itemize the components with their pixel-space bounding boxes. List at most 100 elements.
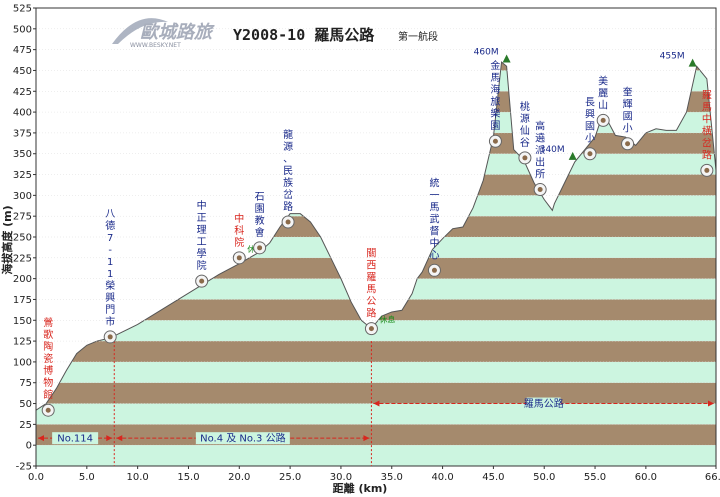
x-ticks: 0.0 5.0 10.0 15.0 20.0 25.0 30.0 35.0 40.0 45.0 50… (28, 466, 720, 483)
sky-mask (36, 8, 716, 411)
landmark-icon-dot (522, 155, 528, 161)
x-tick-label: 25.0 (279, 472, 301, 483)
route-label-bg (195, 432, 290, 445)
y-tick-label: 25 (19, 420, 32, 431)
landmark-icon-dot (199, 278, 205, 284)
y-tick-label: 475 (13, 45, 32, 56)
elevation-label: 455M (660, 52, 685, 62)
dotted-markers (113, 341, 372, 466)
x-tick-label: 66.9 (705, 472, 720, 483)
x-tick-label: 30.0 (330, 472, 352, 483)
y-tick-label: 500 (13, 24, 32, 35)
landmark-icon-dot (587, 151, 593, 157)
y-tick-label: 50 (19, 399, 32, 410)
logo-text: 歐城路旅 (140, 22, 215, 43)
landmark-label: 中正理工學院 (197, 199, 207, 272)
x-tick-label: 60.0 (635, 472, 657, 483)
landmark-icon-dot (600, 117, 606, 123)
elevation-label: 460M (474, 47, 499, 57)
logo: 歐城路旅 WWW.BESKY.NET (112, 18, 215, 49)
elevation-band (36, 341, 716, 362)
elevation-band (36, 403, 716, 425)
landmark-label: 美麗山 (598, 74, 608, 111)
y-tick-label: 300 (13, 191, 32, 202)
landmark-icon-dot (257, 245, 263, 251)
arrow-left-icon (116, 435, 123, 442)
y-tick-label: 150 (13, 316, 32, 327)
y-tick-label: -25 (16, 462, 32, 473)
x-tick-label: 45.0 (482, 472, 504, 483)
landmark-label: 統一馬武督中心 (429, 176, 439, 261)
chart-subtitle: 第一航段 (398, 30, 438, 43)
landmark-label: 石園教會 (255, 192, 265, 239)
arrow-left-icon (373, 400, 380, 407)
arrow-right-icon (363, 435, 370, 442)
x-tick-label: 5.0 (79, 472, 95, 483)
y-tick-label: 75 (19, 378, 32, 389)
landmark-icon-dot (236, 255, 242, 261)
route-label-bg (52, 432, 99, 445)
x-tick-label: 40.0 (431, 472, 453, 483)
y-tick-label: 100 (13, 357, 32, 368)
chart-title: Y2008-10 羅馬公路 (233, 26, 375, 44)
landmark-icon-dot (431, 267, 437, 273)
peak-icon (688, 58, 697, 67)
x-tick-label: 20.0 (228, 472, 250, 483)
arrow-left-icon (38, 435, 44, 442)
route-label: No.4 及 No.3 公路 (200, 432, 285, 445)
y-tick-label: 0 (26, 441, 32, 452)
arrow-right-icon (708, 400, 714, 407)
y-tick-label: 525 (13, 4, 32, 15)
route-segments: No.114 No.4 及 No.3 公路 羅馬公路 (38, 397, 714, 445)
y-axis-title: 海拔高度 (m) (0, 205, 14, 274)
landmark-label: 龍源、民族岔路 (283, 128, 293, 213)
y-tick-label: 175 (13, 295, 32, 306)
peak-icon (502, 54, 511, 63)
landmark-label: 高遶派出所 (535, 120, 545, 181)
landmark-label: 關西羅馬公路 (366, 248, 376, 320)
peak-icon (568, 151, 577, 160)
landmark-icon-dot (107, 334, 113, 340)
elevation-band (36, 361, 716, 383)
logo-sub: WWW.BESKY.NET (130, 42, 181, 49)
elevation-band (36, 445, 716, 466)
landmark-label: 奎輝國小 (623, 86, 633, 135)
y-tick-label: 400 (13, 108, 32, 119)
x-tick-label: 55.0 (584, 472, 606, 483)
y-tick-label: 275 (13, 212, 32, 223)
landmark-label: 金馬海旅樂園 (490, 59, 500, 132)
route-label: 羅馬公路 (524, 397, 564, 410)
elevation-label: 340M (540, 145, 565, 155)
elevation-band (36, 382, 716, 404)
landmark-label: 八德 7 -1 1 榮興門市 (105, 209, 115, 328)
x-tick-label: 15.0 (177, 472, 199, 483)
landmark-label: 羅馬中橫岔路 (702, 89, 712, 161)
x-tick-label: 35.0 (381, 472, 403, 483)
y-tick-label: 125 (13, 337, 32, 348)
landmark-label: 桃源仙谷 (520, 100, 530, 149)
elevation-band (36, 424, 716, 446)
y-tick-label: 250 (13, 233, 32, 244)
x-tick-label: 10.0 (127, 472, 149, 483)
route-label: No.114 (57, 434, 93, 445)
route-label-bg (526, 397, 561, 410)
landmark-label: 長興國小 (585, 97, 595, 145)
y-tick-label: 450 (13, 66, 32, 77)
landmark-label: 中科院 (234, 212, 244, 249)
swoosh-icon (112, 18, 168, 44)
landmark-icon-dot (537, 187, 543, 193)
landmark-label: 鶯歌陶瓷博物館 (43, 316, 53, 401)
x-tick-label: 50.0 (533, 472, 555, 483)
gridlines (36, 7, 716, 467)
x-tick-label: 0.0 (28, 472, 44, 483)
x-axis-title: 距離 (km) (333, 481, 388, 495)
rest-note: 休息 (379, 315, 395, 325)
landmark-icon-dot (492, 138, 498, 144)
landmark-icon-dot (368, 326, 374, 332)
y-tick-label: 350 (13, 149, 32, 160)
landmark-icon-dot (704, 167, 710, 173)
y-tick-label: 200 (13, 274, 32, 285)
arrow-right-icon (106, 435, 113, 442)
